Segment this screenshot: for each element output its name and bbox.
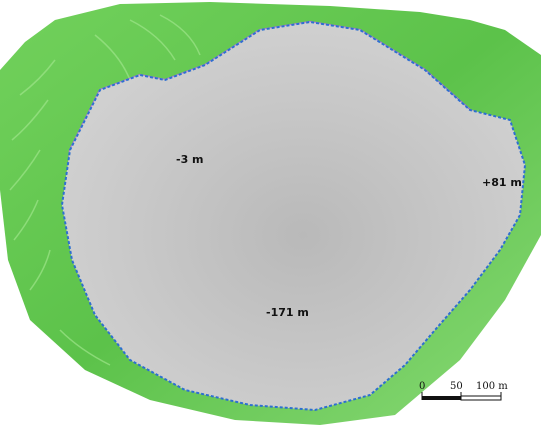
scale-label-100: 100 m — [476, 381, 508, 392]
elevation-label-upper-bench: -3 m — [176, 153, 204, 166]
elevation-label-pit-bottom: -171 m — [266, 306, 309, 319]
scale-bar-segment-filled — [422, 396, 461, 400]
elevation-label-crest: +81 m — [482, 176, 522, 189]
scale-bar-segment-open — [460, 395, 502, 401]
scale-bar: 0 50 100 m — [419, 381, 508, 401]
scale-label-50: 50 — [450, 381, 463, 392]
terrain-relief — [9, 14, 201, 366]
scale-label-0: 0 — [419, 381, 425, 392]
